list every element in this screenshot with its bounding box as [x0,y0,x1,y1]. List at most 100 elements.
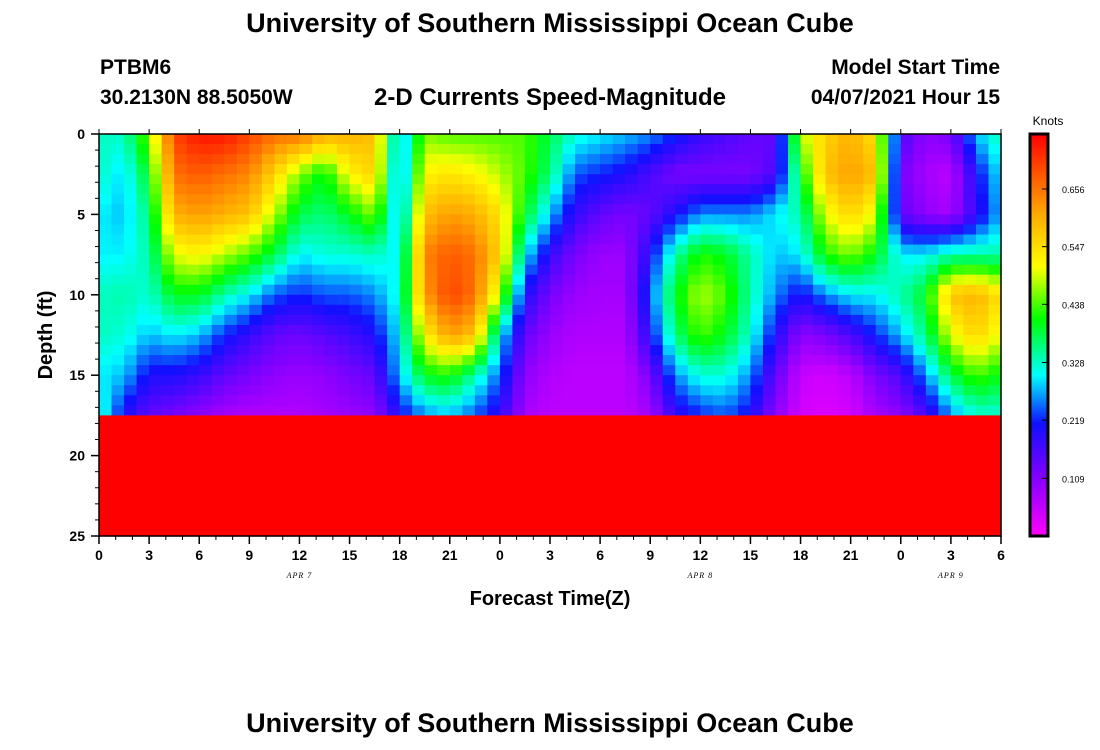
heatmap-cell [988,254,1002,266]
heatmap-cell [99,224,113,236]
heatmap-cell [199,395,213,406]
heatmap-cell [161,495,175,507]
x-tick-label: 3 [546,547,554,563]
heatmap-cell [813,455,827,467]
heatmap-cell [975,274,990,286]
heatmap-cell [625,294,639,306]
heatmap-cell [424,164,438,175]
heatmap-cell [236,144,250,155]
heatmap-cell [387,264,401,276]
heatmap-cell [550,465,564,477]
heatmap-cell [274,254,288,266]
heatmap-cell [224,224,238,236]
heatmap-cell [324,284,338,296]
heatmap-cell [637,284,651,296]
heatmap-cell [487,174,501,185]
heatmap-cell [725,194,739,205]
heatmap-cell [174,184,188,195]
heatmap-cell [737,435,752,447]
heatmap-cell [311,134,326,145]
heatmap-cell [712,244,726,256]
heatmap-cell [424,264,438,276]
heatmap-cell [750,314,764,326]
heatmap-cell [825,174,839,185]
heatmap-cell [950,264,965,276]
heatmap-cell [850,214,864,226]
heatmap-cell [888,324,902,336]
heatmap-cell [111,244,125,256]
heatmap-cell [174,194,188,205]
heatmap-cell [550,184,564,195]
heatmap-cell [499,335,514,346]
heatmap-cell [838,425,852,437]
heatmap-cell [286,314,301,326]
heatmap-cell [186,375,200,386]
heatmap-cell [387,525,401,537]
heatmap-cell [813,355,827,366]
heatmap-cell [462,164,476,175]
heatmap-cell [537,234,551,246]
heatmap-cell [174,144,188,155]
heatmap-cell [612,395,626,406]
heatmap-cell [362,465,376,477]
heatmap-cell [261,475,275,487]
heatmap-cell [612,204,626,215]
heatmap-cell [950,214,965,226]
heatmap-cell [211,425,225,437]
heatmap-cell [850,264,864,276]
heatmap-cell [938,425,952,437]
heatmap-cell [299,355,313,366]
heatmap-cell [725,395,739,406]
heatmap-cell [424,174,438,185]
heatmap-cell [600,385,614,396]
heatmap-cell [675,415,689,427]
heatmap-cell [850,345,864,356]
heatmap-cell [474,475,488,487]
heatmap-cell [236,375,250,386]
heatmap-cell [349,395,363,406]
heatmap-cell [875,495,889,507]
heatmap-cell [700,294,714,306]
heatmap-cell [274,304,288,316]
heatmap-cell [625,214,639,226]
heatmap-cell [374,134,388,145]
heatmap-cell [111,375,125,386]
heatmap-cell [587,415,601,427]
heatmap-cell [600,174,614,185]
heatmap-cell [199,314,213,326]
heatmap-cell [124,184,138,195]
heatmap-cell [675,375,689,386]
heatmap-cell [299,164,313,175]
heatmap-cell [337,204,351,215]
heatmap-cell [149,284,163,296]
heatmap-cell [236,455,250,467]
heatmap-cell [662,445,676,457]
heatmap-cell [136,405,150,416]
heatmap-cell [938,284,952,296]
heatmap-cell [124,455,138,467]
heatmap-cell [750,475,764,487]
heatmap-cell [499,204,514,215]
heatmap-cell [324,505,338,517]
heatmap-cell [750,455,764,467]
heatmap-cell [349,385,363,396]
heatmap-cell [725,314,739,326]
heatmap-cell [174,134,188,145]
heatmap-cell [975,475,990,487]
heatmap-cell [499,154,514,165]
heatmap-cell [800,375,814,386]
heatmap-cell [186,345,200,356]
heatmap-cell [788,244,802,256]
heatmap-cell [825,224,839,236]
heatmap-cell [462,274,476,286]
heatmap-cell [424,254,438,266]
heatmap-cell [474,505,488,517]
heatmap-cell [211,204,225,215]
heatmap-cell [199,455,213,467]
heatmap-cell [462,304,476,316]
heatmap-cell [324,475,338,487]
heatmap-cells [99,134,1002,537]
heatmap-cell [687,465,701,477]
heatmap-cell [124,144,138,155]
heatmap-cell [337,154,351,165]
